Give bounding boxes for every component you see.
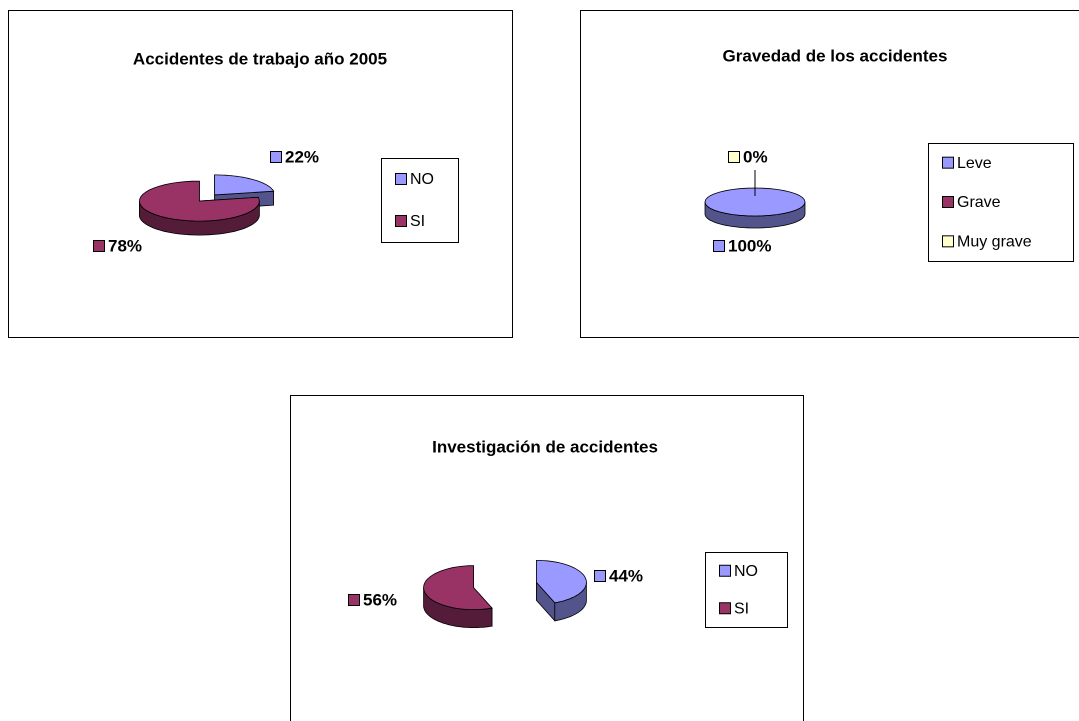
pie-slice <box>138 180 260 222</box>
legend-key <box>942 156 954 169</box>
legend-key <box>942 196 954 208</box>
data-label: 56% <box>363 590 397 609</box>
label-key <box>348 594 360 606</box>
data-label: 0% <box>743 147 768 166</box>
label-key <box>728 151 740 163</box>
pie-slice <box>214 174 275 196</box>
legend-label: Leve <box>957 155 992 172</box>
pie-slice <box>704 187 806 217</box>
legend-key <box>942 235 954 248</box>
legend-key <box>395 215 407 227</box>
label-key <box>594 570 606 582</box>
data-label: 78% <box>108 236 142 255</box>
data-label: 100% <box>728 236 771 255</box>
data-label: 44% <box>609 566 643 585</box>
legend-key <box>719 564 731 577</box>
legend-label: Grave <box>957 194 1001 211</box>
data-label: 22% <box>285 147 319 166</box>
label-key <box>93 240 105 252</box>
chart-title: Accidentes de trabajo año 2005 <box>133 49 387 68</box>
pie-slice <box>535 560 587 604</box>
legend-key <box>719 602 731 615</box>
legend-label: SI <box>410 213 425 230</box>
legend-label: NO <box>734 563 758 580</box>
label-key <box>713 240 725 252</box>
chart-title: Investigación de accidentes <box>432 437 658 456</box>
label-key <box>270 151 282 163</box>
legend-label: Muy grave <box>957 234 1032 251</box>
legend-box <box>381 158 459 243</box>
legend-label: NO <box>410 171 434 188</box>
pie-slice <box>423 565 493 610</box>
legend-label: SI <box>734 600 749 617</box>
legend-key <box>395 173 407 185</box>
chart-title: Gravedad de los accidentes <box>723 46 948 65</box>
